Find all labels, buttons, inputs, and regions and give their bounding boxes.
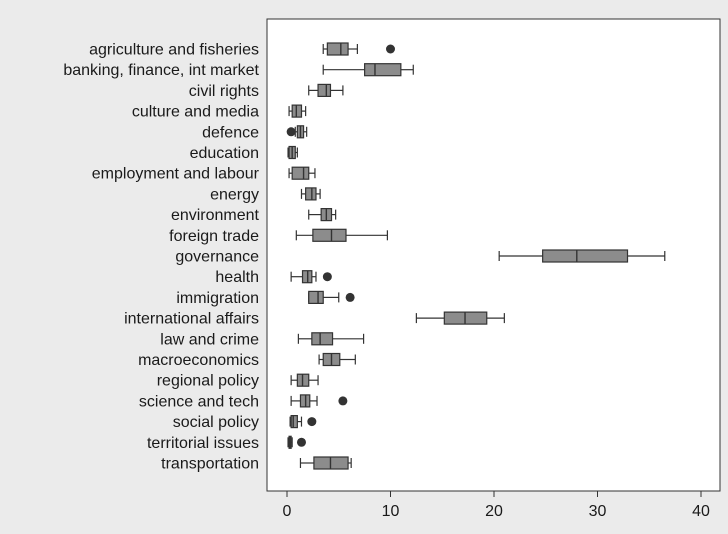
x-tick-label: 30 (589, 503, 607, 520)
category-label: agriculture and fisheries (89, 42, 259, 59)
category-label: foreign trade (169, 228, 259, 245)
category-label: law and crime (160, 331, 259, 348)
x-tick-label: 20 (485, 503, 503, 520)
category-label: employment and labour (92, 166, 260, 183)
box-immigration (308, 290, 355, 304)
x-tick-label: 0 (283, 503, 292, 520)
plot-area (266, 18, 721, 492)
category-label: regional policy (157, 373, 259, 390)
box-macroeconomics (318, 352, 356, 367)
box-environment (308, 208, 337, 222)
outlier-point (307, 417, 317, 427)
box-science-and-tech (290, 394, 348, 408)
category-label: banking, finance, int market (63, 62, 259, 79)
box-transportation (299, 456, 352, 470)
box-territorial-issues (287, 435, 306, 449)
iqr-box (308, 290, 324, 304)
category-label: international affairs (124, 311, 259, 328)
category-label: science and tech (139, 393, 259, 410)
category-label: health (215, 269, 259, 286)
category-label: energy (210, 186, 259, 203)
outlier-point (286, 127, 296, 137)
box-governance (498, 249, 666, 263)
category-label: governance (175, 249, 259, 266)
iqr-box (311, 332, 334, 346)
iqr-box (291, 166, 310, 180)
x-tick-label: 10 (382, 503, 400, 520)
box-regional-policy (290, 373, 319, 387)
category-label: transportation (161, 456, 259, 473)
iqr-box (305, 187, 317, 201)
iqr-box (542, 249, 629, 263)
box-education (287, 145, 298, 160)
category-label: culture and media (132, 104, 259, 121)
box-agriculture-and-fisheries (322, 42, 395, 56)
category-label: macroeconomics (138, 352, 259, 369)
category-label: social policy (173, 414, 259, 431)
iqr-box (290, 415, 298, 429)
outlier-point (345, 292, 355, 302)
box-foreign-trade (295, 228, 388, 242)
iqr-box (364, 63, 402, 77)
box-international-affairs (415, 311, 505, 325)
box-energy (300, 187, 321, 201)
category-label: immigration (176, 290, 259, 307)
category-label: territorial issues (147, 435, 259, 452)
outlier-point (338, 396, 348, 406)
box-health (290, 270, 332, 284)
category-label: defence (202, 124, 259, 141)
box-social-policy (289, 415, 317, 429)
category-label: environment (171, 207, 260, 224)
outlier-point (296, 437, 306, 447)
box-law-and-crime (297, 332, 365, 346)
box-banking-finance-int-market (322, 63, 414, 77)
box-defence (286, 125, 308, 139)
outlier-point (322, 272, 332, 282)
iqr-box (312, 228, 347, 242)
box-culture-and-media (288, 104, 307, 118)
outlier-point (386, 44, 395, 54)
category-label: education (190, 145, 259, 162)
iqr-box (326, 42, 349, 56)
x-tick-label: 40 (692, 503, 710, 520)
box-employment-and-labour (288, 166, 316, 180)
category-label: civil rights (189, 83, 259, 100)
iqr-box (317, 83, 332, 98)
box-civil-rights (308, 83, 344, 98)
